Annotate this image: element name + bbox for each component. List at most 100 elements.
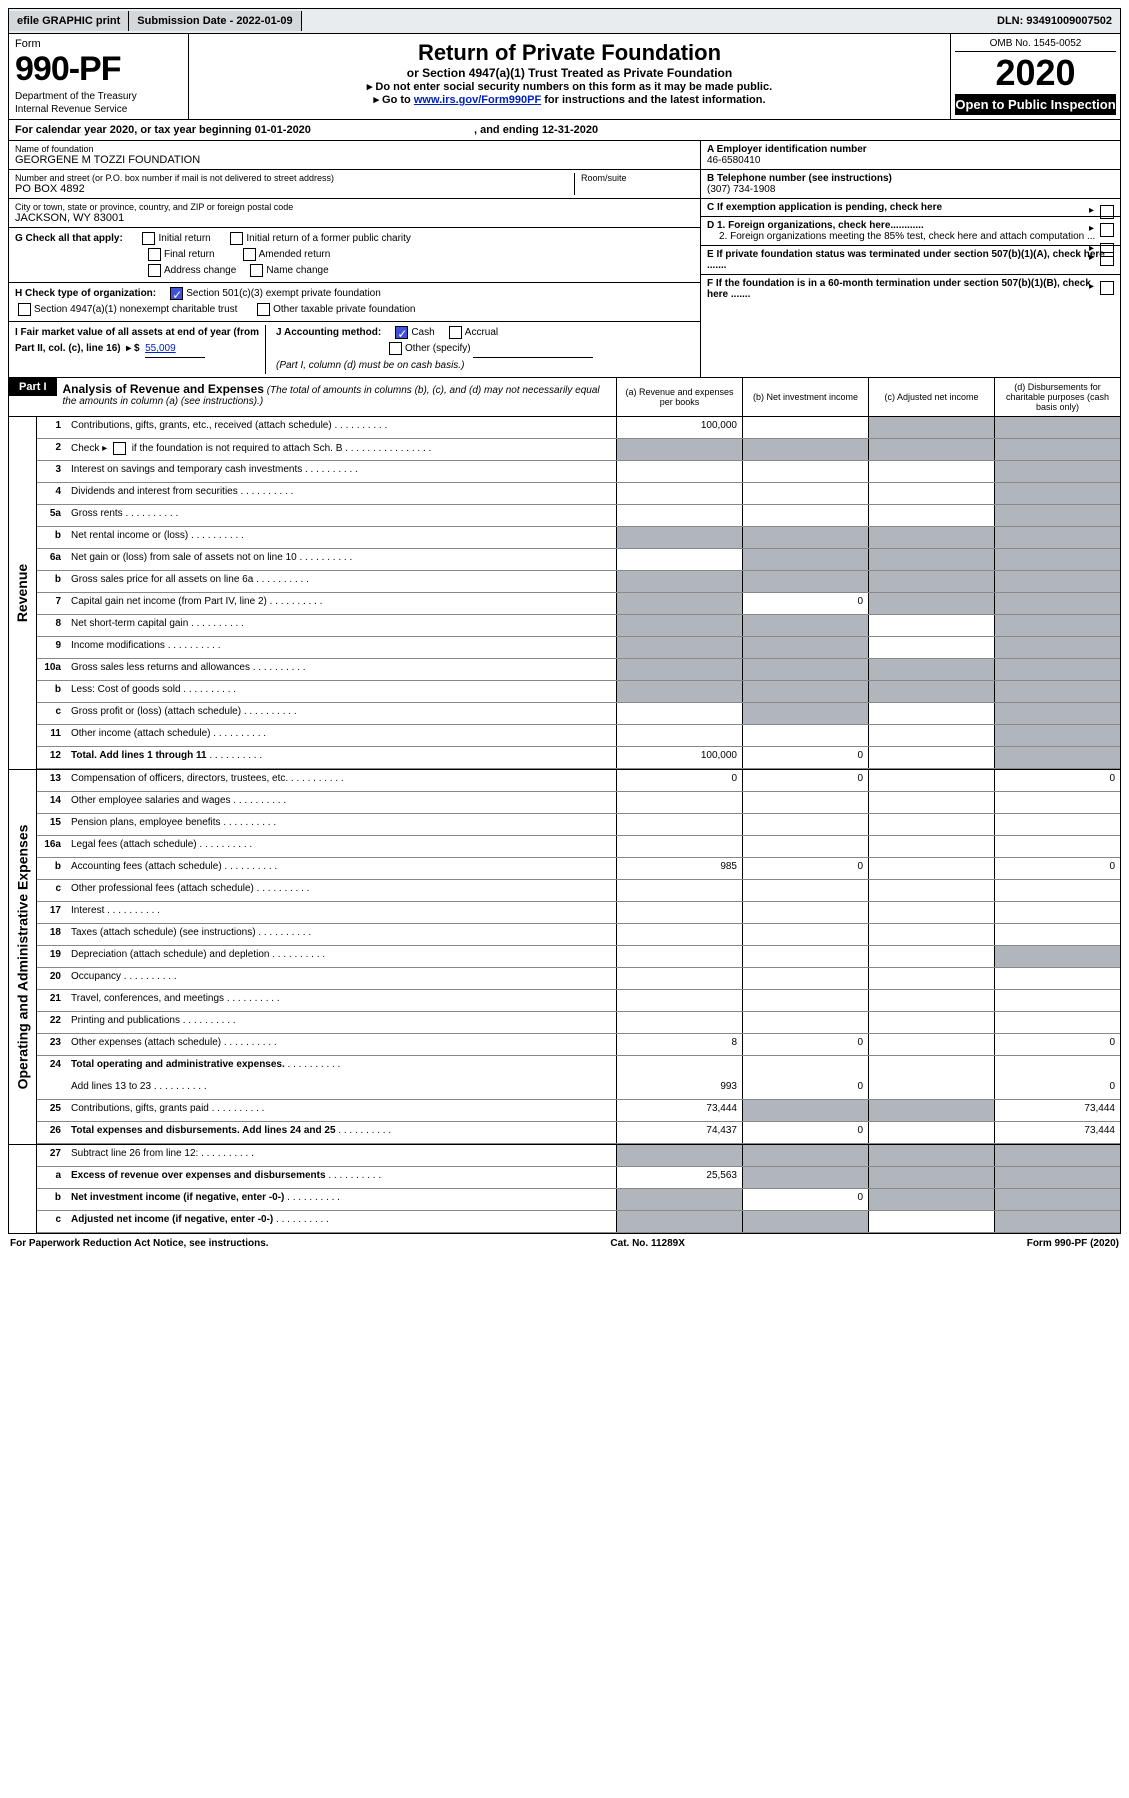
form-id-block: Form 990-PF Department of the Treasury I… — [9, 34, 189, 119]
form-header: Form 990-PF Department of the Treasury I… — [8, 34, 1121, 120]
line-desc: Gross profit or (loss) (attach schedule)… — [67, 703, 616, 724]
line-desc: Income modifications . . . . . . . . . . — [67, 637, 616, 658]
table-row: 1Contributions, gifts, grants, etc., rec… — [37, 417, 1120, 439]
amt-col — [616, 902, 742, 923]
ck-4947a1[interactable] — [18, 303, 31, 316]
line-number: 8 — [37, 615, 67, 636]
table-row: 12Total. Add lines 1 through 11 . . . . … — [37, 747, 1120, 769]
amt-col — [994, 417, 1120, 438]
line-number — [37, 1078, 67, 1099]
table-row: 4Dividends and interest from securities … — [37, 483, 1120, 505]
ck-address-change[interactable] — [148, 264, 161, 277]
ck-d1[interactable] — [1100, 223, 1114, 237]
table-row: 19Depreciation (attach schedule) and dep… — [37, 946, 1120, 968]
amt-col: 8 — [616, 1034, 742, 1055]
line-number: 27 — [37, 1145, 67, 1166]
line-desc: Net investment income (if negative, ente… — [67, 1189, 616, 1210]
note2-pre: ▸ Go to — [373, 94, 413, 106]
line-number: 2 — [37, 439, 67, 460]
ck-initial-former[interactable] — [230, 232, 243, 245]
table-row: bGross sales price for all assets on lin… — [37, 571, 1120, 593]
line-desc: Interest on savings and temporary cash i… — [67, 461, 616, 482]
table-row: 15Pension plans, employee benefits . . .… — [37, 814, 1120, 836]
table-row: bNet investment income (if negative, ent… — [37, 1189, 1120, 1211]
ck-schB[interactable] — [113, 442, 126, 455]
line-desc: Total expenses and disbursements. Add li… — [67, 1122, 616, 1143]
name-label: Name of foundation — [15, 144, 694, 154]
amt-col — [616, 1189, 742, 1210]
amt-col — [616, 505, 742, 526]
calendar-year-row: For calendar year 2020, or tax year begi… — [8, 120, 1121, 141]
ck-501c3[interactable] — [170, 287, 183, 300]
line-number: 5a — [37, 505, 67, 526]
amt-col — [994, 814, 1120, 835]
phone: (307) 734-1908 — [707, 184, 775, 195]
amt-col: 0 — [742, 1078, 868, 1099]
ck-other-taxable[interactable] — [257, 303, 270, 316]
a-label: A Employer identification number — [707, 144, 867, 155]
footer-center: Cat. No. 11289X — [610, 1238, 684, 1249]
table-row: 14Other employee salaries and wages . . … — [37, 792, 1120, 814]
line-desc: Gross rents . . . . . . . . . . — [67, 505, 616, 526]
table-row: cGross profit or (loss) (attach schedule… — [37, 703, 1120, 725]
line-desc: Depreciation (attach schedule) and deple… — [67, 946, 616, 967]
amt-col — [616, 703, 742, 724]
amt-col — [742, 417, 868, 438]
amt-col — [994, 659, 1120, 680]
amt-col — [616, 1056, 742, 1078]
ck-e[interactable] — [1100, 252, 1114, 266]
line-number: 14 — [37, 792, 67, 813]
ck-final-return[interactable] — [148, 248, 161, 261]
amt-col — [868, 1056, 994, 1078]
ck-amended-return[interactable] — [243, 248, 256, 261]
amt-col — [994, 505, 1120, 526]
form990pf-link[interactable]: www.irs.gov/Form990PF — [414, 94, 541, 106]
fmv-link[interactable]: 55,009 — [145, 341, 205, 358]
line-desc: Accounting fees (attach schedule) . . . … — [67, 858, 616, 879]
amt-col — [994, 836, 1120, 857]
line-number: b — [37, 527, 67, 548]
ck-name-change[interactable] — [250, 264, 263, 277]
amt-col — [994, 571, 1120, 592]
table-row: 11Other income (attach schedule) . . . .… — [37, 725, 1120, 747]
d1-label: D 1. Foreign organizations, check here..… — [707, 220, 924, 231]
amt-col — [742, 439, 868, 460]
amt-col: 100,000 — [616, 417, 742, 438]
amt-col — [994, 615, 1120, 636]
amt-col — [868, 593, 994, 614]
line-number: b — [37, 571, 67, 592]
amt-col — [742, 659, 868, 680]
amt-col — [742, 571, 868, 592]
form-note1: ▸ Do not enter social security numbers o… — [195, 80, 944, 93]
amt-col — [742, 990, 868, 1011]
footer-right: Form 990-PF (2020) — [1027, 1238, 1119, 1249]
note2-post: for instructions and the latest informat… — [544, 94, 765, 106]
amt-col — [994, 1012, 1120, 1033]
ck-f[interactable] — [1100, 281, 1114, 295]
line-desc: Contributions, gifts, grants, etc., rece… — [67, 417, 616, 438]
amt-col — [868, 770, 994, 791]
line-desc: Gross sales less returns and allowances … — [67, 659, 616, 680]
amt-col: 0 — [742, 770, 868, 791]
amt-col: 25,563 — [616, 1167, 742, 1188]
d2-label: 2. Foreign organizations meeting the 85%… — [719, 231, 1095, 242]
amt-col — [742, 946, 868, 967]
table-row: 27Subtract line 26 from line 12: . . . .… — [37, 1145, 1120, 1167]
amt-col: 73,444 — [616, 1100, 742, 1121]
amt-col — [742, 1145, 868, 1166]
amt-col — [868, 483, 994, 504]
amt-col — [616, 659, 742, 680]
submission-date-button[interactable]: Submission Date - 2022-01-09 — [129, 11, 301, 31]
table-row: bNet rental income or (loss) . . . . . .… — [37, 527, 1120, 549]
amt-col — [868, 681, 994, 702]
amt-col — [994, 593, 1120, 614]
efile-button[interactable]: efile GRAPHIC print — [9, 11, 129, 31]
line-desc: Check ▸ if the foundation is not require… — [67, 439, 616, 460]
ck-initial-return[interactable] — [142, 232, 155, 245]
amt-col — [868, 637, 994, 658]
amt-col — [868, 461, 994, 482]
line-desc: Net gain or (loss) from sale of assets n… — [67, 549, 616, 570]
amt-col — [616, 615, 742, 636]
ck-cash[interactable] — [395, 326, 408, 339]
ck-accrual[interactable] — [449, 326, 462, 339]
